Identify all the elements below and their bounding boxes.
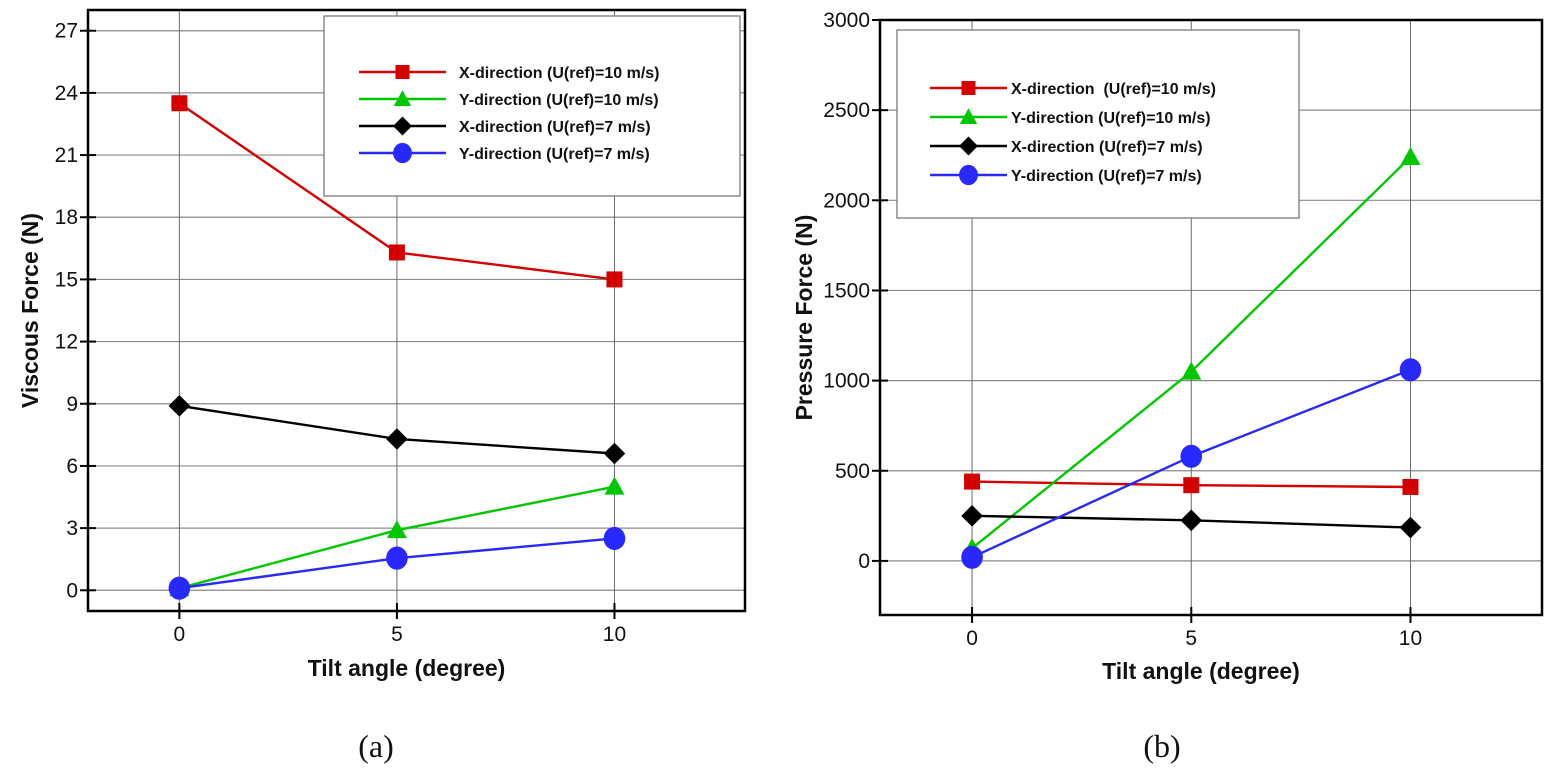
legend-box xyxy=(323,15,741,197)
data-point-circle xyxy=(168,576,191,600)
y-tick-label: 0 xyxy=(858,550,870,573)
data-point-square xyxy=(606,271,623,288)
y-tick-label: 0 xyxy=(66,579,78,602)
y-tick-label: 6 xyxy=(66,455,78,478)
data-point-circle xyxy=(1399,358,1422,382)
data-point-square xyxy=(964,473,981,490)
y-axis-title: Pressure Force (N) xyxy=(791,215,817,421)
data-point-square xyxy=(1402,478,1419,495)
x-tick-label: 10 xyxy=(1399,627,1422,650)
y-axis-title: Viscous Force (N) xyxy=(17,213,43,408)
x-tick-label: 0 xyxy=(966,627,978,650)
chart-viscous-force: 0 3 6 9 12 15 18 21 24 27 0 5 10 Tilt angle (degree) V… xyxy=(17,8,747,764)
data-point-triangle xyxy=(1181,361,1202,380)
legend-label: X-direction (U(ref)=10 m/s) xyxy=(459,65,659,82)
panel-label: (a) xyxy=(358,728,394,764)
data-point-triangle xyxy=(1400,147,1421,166)
x-axis-title: Tilt angle (degree) xyxy=(308,655,506,681)
data-point-circle xyxy=(386,546,408,570)
legend-marker-circle xyxy=(393,142,412,164)
y-tick-label: 2500 xyxy=(823,99,870,122)
legend-marker-diamond xyxy=(393,116,412,136)
data-point-square xyxy=(171,95,188,112)
y-tick-label: 2000 xyxy=(823,189,870,212)
y-tick-label: 1500 xyxy=(823,279,870,302)
legend-label: X-direction (U(ref)=7 m/s) xyxy=(1011,139,1203,156)
data-point-diamond xyxy=(1399,516,1422,539)
legend-marker-triangle xyxy=(393,90,412,106)
data-point-square xyxy=(1183,477,1200,494)
chart-pressure-force: 0 500 1000 1500 2000 2500 3000 0 5 10 Tilt angle (… xyxy=(791,9,1544,764)
data-point-diamond xyxy=(1180,509,1203,532)
x-axis-title: Tilt angle (degree) xyxy=(1102,658,1300,684)
data-point-diamond xyxy=(961,505,983,527)
legend-label: Y-direction (U(ref)=7 m/s) xyxy=(1011,168,1202,185)
y-tick-label: 18 xyxy=(55,206,78,229)
data-point-diamond xyxy=(603,442,626,465)
x-tick-label: 10 xyxy=(603,623,626,646)
legend-label: X-direction (U(ref)=7 m/s) xyxy=(459,119,651,136)
y-tick-label: 500 xyxy=(835,460,870,483)
y-tick-label: 3 xyxy=(66,517,78,540)
y-tick-label: 1000 xyxy=(823,370,870,393)
y-tick-label: 24 xyxy=(55,82,79,105)
data-point-diamond xyxy=(168,395,191,417)
data-point-triangle xyxy=(386,520,407,539)
y-tick-label: 9 xyxy=(66,393,78,416)
legend-marker-triangle xyxy=(959,108,978,124)
panel-label: (b) xyxy=(1143,728,1180,764)
plot-frame xyxy=(878,18,1544,617)
legend-label: Y-direction (U(ref)=10 m/s) xyxy=(1011,110,1211,127)
data-point-circle xyxy=(1180,444,1203,468)
y-tick-label: 12 xyxy=(55,331,78,354)
legend-label: Y-direction (U(ref)=10 m/s) xyxy=(459,92,659,109)
legend-label: X-direction (U(ref)=10 m/s) xyxy=(1011,81,1216,98)
y-tick-label: 27 xyxy=(55,20,78,43)
data-point-circle xyxy=(961,545,983,569)
y-tick-label: 21 xyxy=(55,144,78,167)
legend-marker-square xyxy=(395,65,410,79)
x-tick-label: 5 xyxy=(1185,627,1197,650)
plot-frame xyxy=(86,8,747,613)
y-tick-label: 3000 xyxy=(823,9,870,32)
y-tick-label: 15 xyxy=(55,268,78,291)
x-tick-label: 0 xyxy=(174,623,186,646)
data-point-square xyxy=(388,244,405,261)
data-point-circle xyxy=(603,526,626,551)
data-point-diamond xyxy=(386,428,408,450)
x-tick-label: 5 xyxy=(391,623,403,646)
legend-marker-diamond xyxy=(959,136,978,156)
data-point-triangle xyxy=(604,476,625,495)
legend-label: Y-direction (U(ref)=7 m/s) xyxy=(459,146,650,163)
legend-marker-square xyxy=(961,81,976,95)
legend-marker-circle xyxy=(959,164,978,186)
